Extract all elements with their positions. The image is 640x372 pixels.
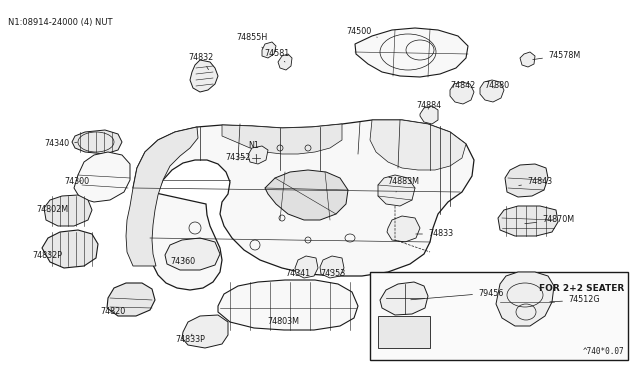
Polygon shape (72, 130, 122, 154)
Polygon shape (107, 283, 155, 316)
Polygon shape (480, 80, 504, 102)
Text: 74300: 74300 (64, 177, 89, 186)
Text: 74842: 74842 (450, 80, 476, 90)
Text: 74340: 74340 (44, 140, 77, 148)
Polygon shape (44, 195, 92, 226)
Text: 74843: 74843 (519, 177, 552, 186)
Polygon shape (505, 164, 548, 197)
Polygon shape (370, 120, 466, 170)
Polygon shape (42, 230, 98, 268)
Text: 74884: 74884 (416, 100, 441, 109)
Text: 74833P: 74833P (175, 334, 205, 343)
Polygon shape (355, 28, 468, 77)
Polygon shape (498, 206, 558, 236)
Polygon shape (265, 170, 348, 220)
Text: 74360: 74360 (170, 257, 195, 266)
Text: FOR 2+2 SEATER: FOR 2+2 SEATER (539, 284, 624, 293)
Text: 74883M: 74883M (387, 177, 419, 192)
Text: 74832P: 74832P (32, 251, 62, 260)
Text: 74512G: 74512G (550, 295, 600, 305)
Polygon shape (165, 238, 220, 270)
Text: 74832: 74832 (188, 52, 213, 70)
Polygon shape (420, 106, 438, 124)
Polygon shape (295, 256, 318, 278)
Text: 74352: 74352 (225, 154, 250, 163)
Text: 74855H: 74855H (236, 33, 268, 48)
Text: N1:08914-24000 (4) NUT: N1:08914-24000 (4) NUT (8, 18, 113, 27)
Polygon shape (450, 82, 474, 104)
Text: 79456: 79456 (411, 289, 504, 300)
Polygon shape (222, 124, 342, 154)
Polygon shape (378, 316, 430, 348)
Polygon shape (126, 127, 198, 266)
Polygon shape (182, 315, 228, 348)
Bar (370, 272, 628, 360)
Text: 74500: 74500 (346, 28, 378, 37)
Text: 74833: 74833 (416, 230, 453, 238)
Text: 74802M: 74802M (36, 205, 68, 215)
Text: 74578M: 74578M (532, 51, 580, 60)
Polygon shape (133, 120, 474, 290)
Polygon shape (496, 272, 554, 326)
Text: 74341: 74341 (285, 269, 310, 279)
Text: N1: N1 (248, 141, 259, 155)
Polygon shape (387, 216, 420, 242)
Text: ^740*0.07: ^740*0.07 (582, 347, 624, 356)
Text: 74880: 74880 (484, 80, 509, 90)
Polygon shape (262, 42, 276, 58)
Text: 74581: 74581 (264, 49, 289, 62)
Text: 74803M: 74803M (267, 317, 299, 327)
Text: 74353: 74353 (320, 269, 345, 279)
Polygon shape (520, 52, 535, 67)
Polygon shape (320, 256, 344, 278)
Polygon shape (380, 282, 428, 315)
Polygon shape (190, 60, 218, 92)
Text: 74870M: 74870M (525, 215, 574, 224)
Polygon shape (248, 146, 268, 164)
Polygon shape (74, 152, 130, 202)
Polygon shape (218, 280, 358, 330)
Text: 74820: 74820 (100, 308, 125, 317)
Polygon shape (378, 175, 415, 206)
Polygon shape (278, 54, 292, 70)
